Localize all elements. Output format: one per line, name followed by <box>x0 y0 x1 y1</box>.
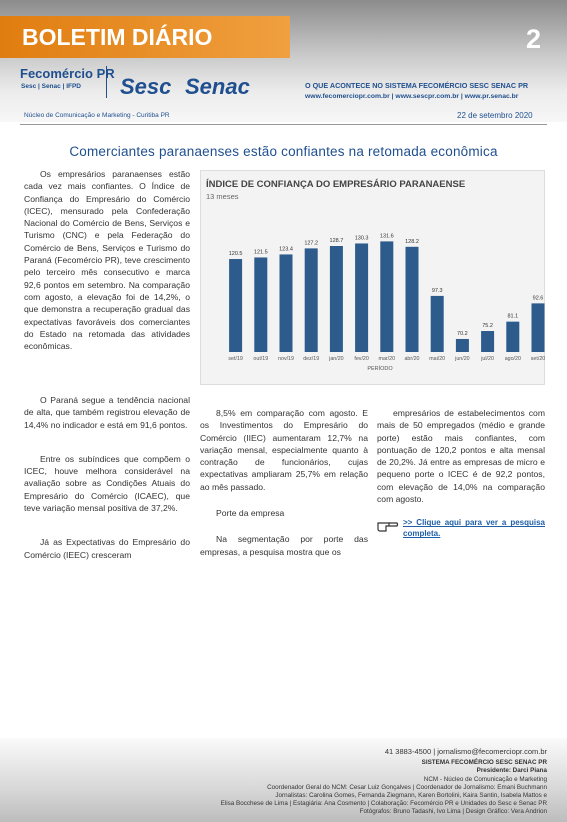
banner-title: BOLETIM DIÁRIO <box>0 16 290 58</box>
x-tick-label: ago/20 <box>505 356 521 362</box>
chart-subtitle: 13 meses <box>206 192 239 201</box>
chart-title: ÍNDICE DE CONFIANÇA DO EMPRESÁRIO PARANA… <box>206 179 465 190</box>
bar <box>355 243 369 352</box>
footer-line: Coordenador Geral do NCM: Cesar Luiz Gon… <box>267 783 547 791</box>
hand-icon <box>377 522 399 532</box>
paragraph: Entre os subíndices que compõem o ICEC, … <box>24 453 190 514</box>
footer-line: Fotógrafos: Bruno Tadashi, Ivo Lima | De… <box>359 808 547 816</box>
bar <box>254 257 268 352</box>
logo-senac: Senac <box>185 74 250 99</box>
value-label: 121.5 <box>254 249 268 255</box>
bar <box>380 241 394 352</box>
value-label: 81.1 <box>507 314 518 320</box>
paragraph: empresários de estabelecimentos com mais… <box>377 408 545 505</box>
footer-line: Elisa Bocchese de Lima | Estagiária: Ana… <box>220 800 547 808</box>
value-label: 127.2 <box>304 240 318 246</box>
divider <box>106 66 107 98</box>
x-tick-label: mar/20 <box>379 356 396 362</box>
x-tick-label: nov/19 <box>278 356 294 362</box>
x-tick-label: out/19 <box>253 356 268 362</box>
paragraph: Já as Expectativas do Empresário do Comé… <box>24 537 190 560</box>
footer-line: 41 3883-4500 | jornalismo@fecomerciopr.c… <box>384 747 547 756</box>
logo-subtext: Sesc | Senac | IFPD <box>21 83 81 90</box>
section-heading: Porte da empresa <box>216 508 285 519</box>
footer-text: 41 3883-4500 | jornalismo@fecomerciopr.c… <box>7 747 547 817</box>
column-right: empresários de estabelecimentos com mais… <box>377 407 545 539</box>
headline: Comerciantes paranaenses estão confiante… <box>69 144 498 159</box>
paragraph: O Paraná segue a tendência nacional de a… <box>24 395 190 430</box>
bar <box>229 259 243 352</box>
page-number: 2 <box>526 24 542 54</box>
value-label: 70.2 <box>457 331 468 337</box>
link-row: >> Clique aqui para ver a pesquisa compl… <box>377 517 545 539</box>
hand-shape <box>377 522 390 532</box>
value-label: 97.3 <box>432 288 443 294</box>
bar <box>430 295 444 352</box>
footer-line: SISTEMA FECOMÉRCIO SESC SENAC PR <box>421 759 547 767</box>
bar <box>304 248 318 352</box>
survey-link[interactable]: >> Clique aqui para ver a pesquisa compl… <box>403 518 545 539</box>
date: 22 de setembro 2020 <box>457 111 533 120</box>
x-axis-label: PERÍODO <box>367 365 393 372</box>
hand-finger <box>389 522 399 527</box>
value-label: 120.5 <box>229 251 243 257</box>
value-label: 75.2 <box>482 323 493 329</box>
footer <box>0 738 567 822</box>
value-label: 123.4 <box>279 246 293 252</box>
value-label: 131.6 <box>380 233 394 239</box>
x-tick-label: set/19 <box>228 356 242 362</box>
x-tick-label: mai/20 <box>429 356 445 362</box>
bar <box>506 321 520 352</box>
value-label: 128.7 <box>330 238 344 244</box>
logo-sesc: Sesc <box>120 74 172 99</box>
logo-fecomercio: Fecomércio PR <box>20 66 115 81</box>
column-intro: Os empresários paranaenses estão cada ve… <box>24 168 190 364</box>
value-label: 92.6 <box>533 295 544 301</box>
x-tick-label: fev/20 <box>354 356 368 362</box>
paragraph: Na segmentação por porte das empresas, a… <box>200 534 368 557</box>
x-tick-label: abr/20 <box>404 356 419 362</box>
rule <box>20 124 547 125</box>
bar <box>405 246 419 352</box>
x-tick-label: jul/20 <box>480 356 494 362</box>
footer-line: Presidente: Darci Piana <box>476 767 547 775</box>
bar <box>531 303 545 352</box>
bar <box>329 246 343 352</box>
bar <box>455 338 469 352</box>
column-middle: 8,5% em comparação com agosto. E os Inve… <box>200 407 368 570</box>
chart-frame <box>200 170 545 385</box>
x-tick-label: jun/20 <box>454 356 469 362</box>
department: Núcleo de Comunicação e Marketing - Curi… <box>24 112 170 119</box>
column-left: O Paraná segue a tendência nacional de a… <box>24 394 190 583</box>
chart: ÍNDICE DE CONFIANÇA DO EMPRESÁRIO PARANA… <box>200 170 545 385</box>
paragraph: Os empresários paranaenses estão cada ve… <box>24 169 190 352</box>
websites: www.fecomerciopr.com.br | www.sescpr.com… <box>305 93 519 100</box>
value-label: 130.3 <box>355 235 369 241</box>
value-label: 128.2 <box>405 239 419 245</box>
paragraph: 8,5% em comparação com agosto. E os Inve… <box>200 408 368 492</box>
x-tick-label: set/20 <box>531 356 545 362</box>
bar <box>481 331 495 352</box>
x-tick-label: jan/20 <box>328 356 343 362</box>
tagline: O QUE ACONTECE NO SISTEMA FECOMÉRCIO SES… <box>305 81 529 90</box>
footer-line: Jornalistas: Carolina Gomes, Fernanda Zi… <box>275 792 547 800</box>
bar <box>279 254 293 352</box>
x-tick-label: dez/19 <box>303 356 319 362</box>
footer-line: NCM - Núcleo de Comunicação e Marketing <box>423 775 547 783</box>
